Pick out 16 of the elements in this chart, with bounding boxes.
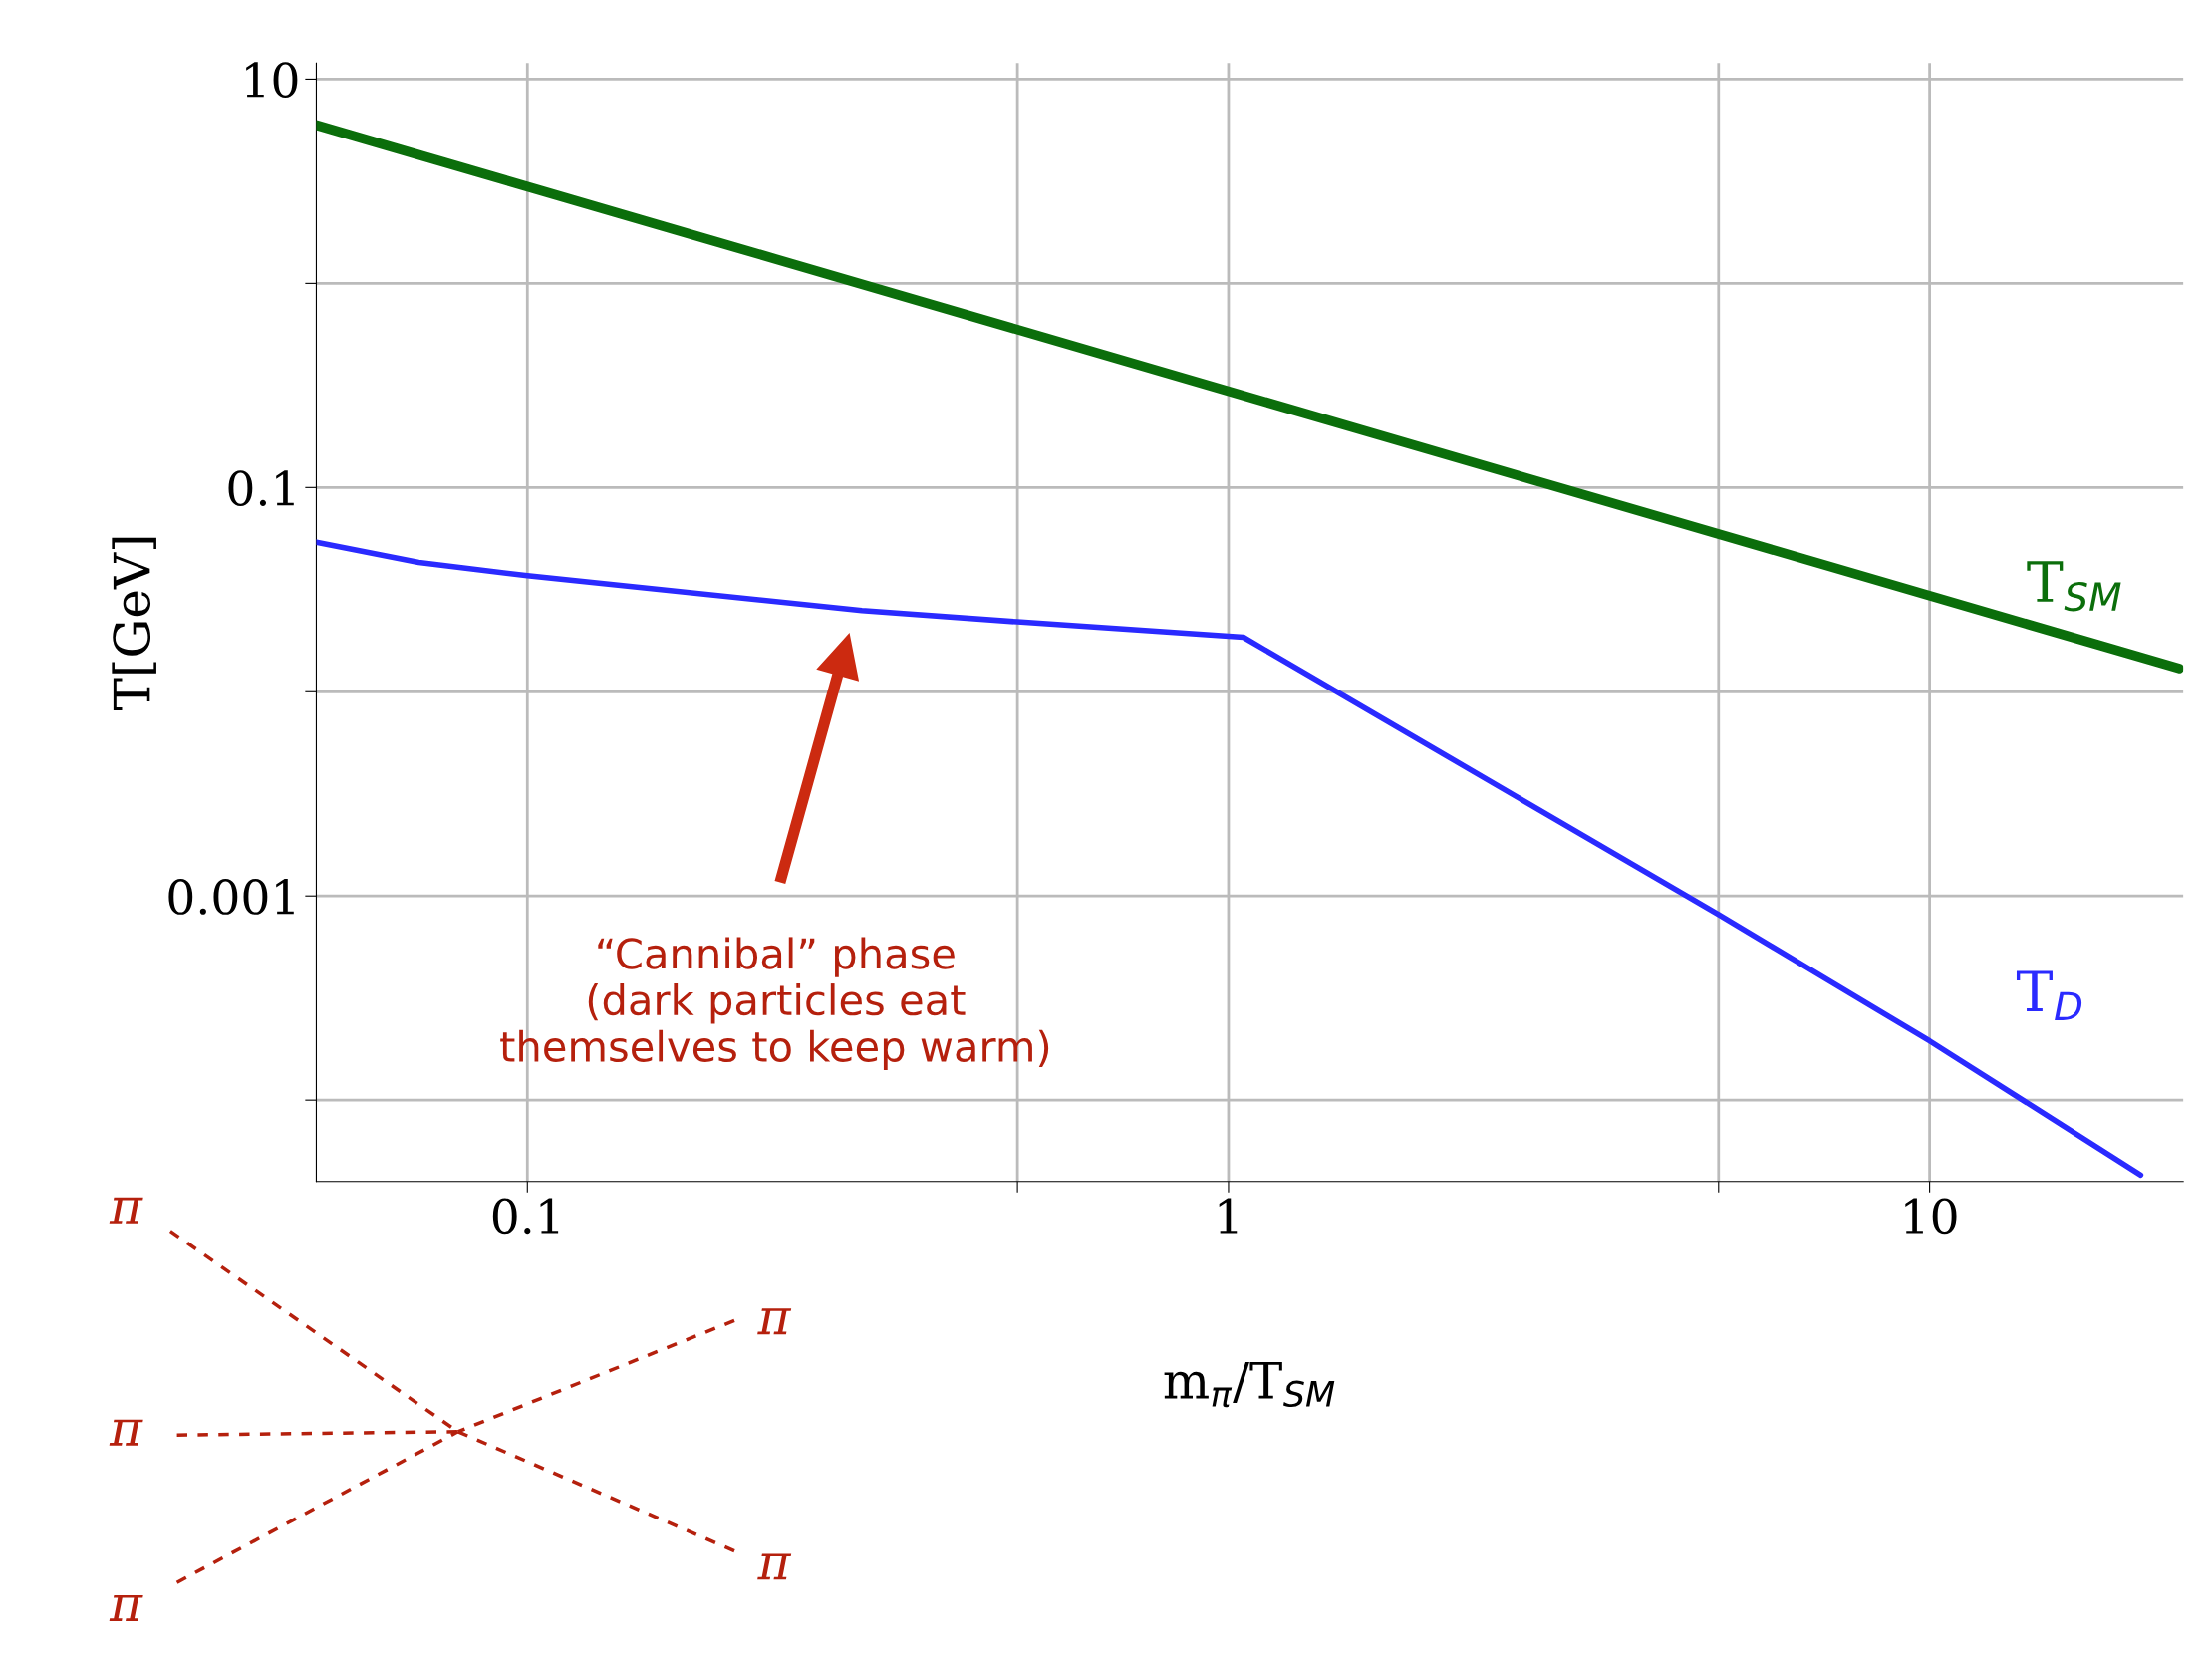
y-tick-label: 0.1 bbox=[228, 470, 294, 506]
text: π bbox=[109, 1594, 143, 1621]
text: π bbox=[109, 1197, 143, 1224]
x-tick-label: 10 bbox=[1905, 1198, 1957, 1235]
x-tick-label: 1 bbox=[1219, 1198, 1238, 1234]
y-tick-label: 10 bbox=[246, 62, 298, 99]
text: π bbox=[757, 1553, 792, 1580]
series-label: T$_{SM}$ bbox=[2027, 561, 2121, 612]
x-axis-title: m$_{π}$/T$_{SM}$ bbox=[1164, 1361, 1335, 1408]
x-tick-label: 0.1 bbox=[492, 1198, 559, 1235]
series-label: T$_{D}$ bbox=[2016, 970, 2082, 1021]
text: π bbox=[757, 1308, 792, 1335]
y-axis-title: T[GeV] bbox=[112, 537, 156, 710]
text: π bbox=[109, 1419, 143, 1446]
annotation: “Cannibal” phase (dark particles eat themselves to keep warm) bbox=[500, 937, 1049, 1071]
y-tick-label: 0.001 bbox=[168, 879, 294, 915]
